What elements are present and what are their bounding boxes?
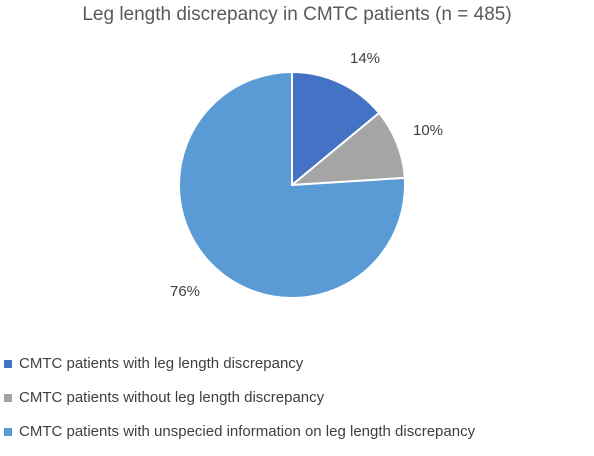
legend-label: CMTC patients without leg length discrep… bbox=[19, 389, 325, 406]
legend-swatch bbox=[4, 393, 12, 402]
chart-legend: CMTC patients with leg length discrepanc… bbox=[4, 354, 475, 456]
slice-data-label: 76% bbox=[170, 283, 200, 300]
legend-item: CMTC patients without leg length discrep… bbox=[4, 388, 475, 407]
legend-label: CMTC patients with leg length discrepanc… bbox=[19, 355, 304, 372]
slice-data-label: 14% bbox=[350, 50, 380, 67]
pie-slice bbox=[291, 70, 381, 188]
pie-slice bbox=[288, 111, 406, 187]
pie-slice bbox=[178, 70, 406, 299]
legend-swatch bbox=[4, 359, 12, 368]
legend-label: CMTC patients with unspecied information… bbox=[19, 423, 476, 440]
chart-title: Leg length discrepancy in CMTC patients … bbox=[82, 4, 512, 25]
legend-swatch bbox=[4, 427, 12, 436]
slice-data-label: 10% bbox=[413, 122, 443, 139]
legend-item: CMTC patients with leg length discrepanc… bbox=[4, 354, 475, 373]
pie-chart: 14% 10% 76% bbox=[170, 50, 443, 300]
legend-item: CMTC patients with unspecied information… bbox=[4, 422, 475, 441]
